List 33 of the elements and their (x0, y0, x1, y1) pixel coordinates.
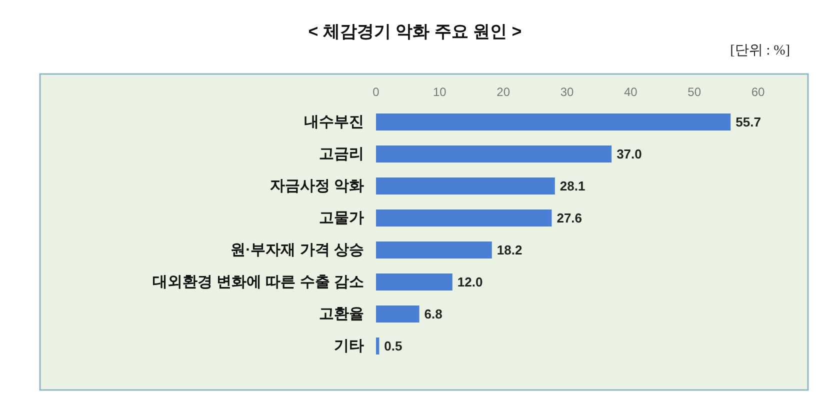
y-tick-label: 대외환경 변화에 따른 수출 감소 (152, 274, 364, 290)
data-label: 0.5 (384, 338, 402, 354)
data-label: 37.0 (616, 146, 642, 162)
bar (376, 306, 420, 322)
data-label: 12.0 (457, 274, 483, 290)
y-tick-label: 고물가 (319, 210, 364, 226)
bar (376, 274, 452, 290)
x-tick-label: 60 (751, 85, 765, 99)
data-label: 28.1 (560, 178, 586, 194)
x-tick-label: 40 (624, 85, 638, 99)
bar (376, 146, 612, 162)
data-label: 18.2 (496, 242, 522, 258)
chart-title: < 체감경기 악화 주요 원인 > (308, 22, 522, 41)
x-tick-label: 50 (688, 85, 702, 99)
x-tick-label: 30 (560, 85, 574, 99)
y-tick-label: 고환율 (319, 306, 364, 322)
x-tick-label: 0 (372, 85, 380, 99)
data-label: 27.6 (556, 210, 582, 226)
text: [단위 : %] (730, 44, 790, 58)
bar (376, 114, 731, 130)
bar (376, 338, 380, 354)
bar (376, 242, 492, 258)
y-tick-label: 원·부자재 가격 상승 (230, 242, 364, 258)
data-label: 55.7 (736, 114, 761, 130)
y-tick-label: 자금사정 악화 (270, 178, 364, 194)
data-label: 6.8 (424, 306, 442, 322)
x-tick-label: 20 (496, 85, 510, 99)
y-tick-label: 기타 (334, 338, 364, 354)
bar (376, 210, 552, 226)
y-tick-label: 고금리 (319, 146, 364, 162)
x-tick-label: 10 (432, 85, 447, 99)
bar (376, 178, 555, 194)
y-tick-label: 내수부진 (304, 114, 364, 130)
